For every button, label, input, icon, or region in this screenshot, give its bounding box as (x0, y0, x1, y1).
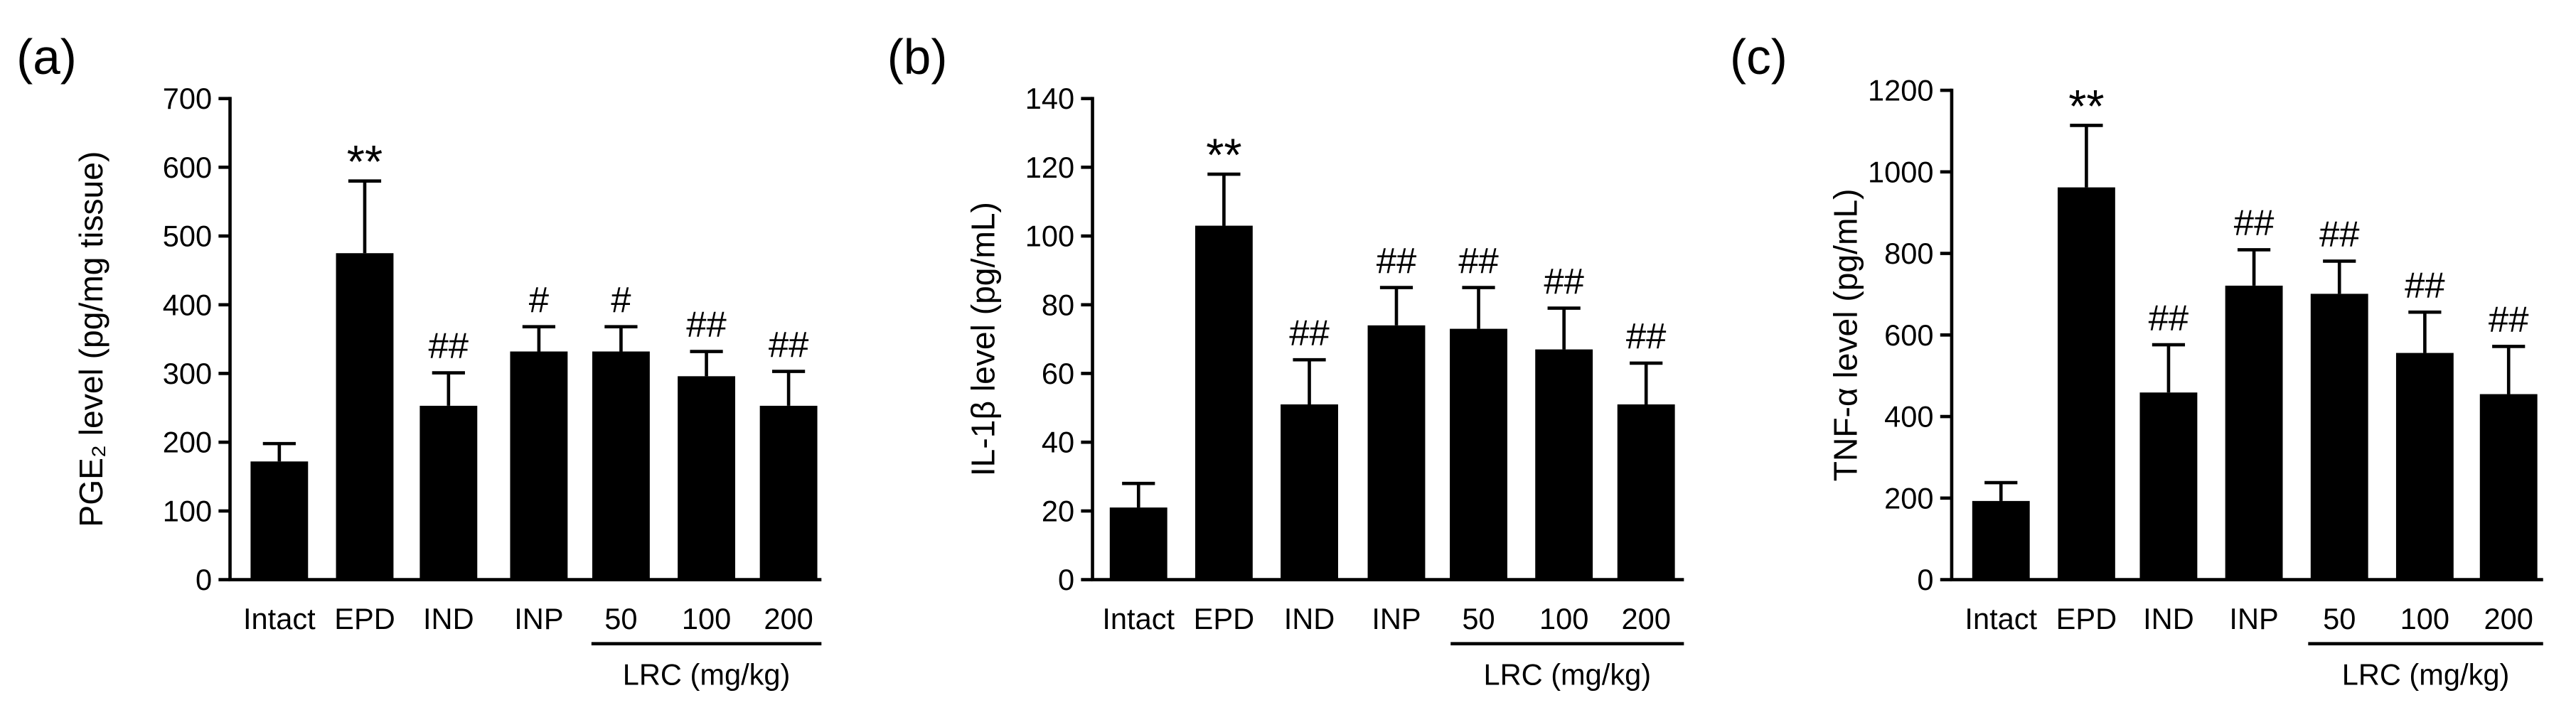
y-tick-label: 1200 (1868, 74, 1934, 107)
x-tick-label: 50 (604, 602, 637, 635)
significance-marker: ## (686, 304, 727, 345)
bar-50 (592, 351, 650, 580)
significance-marker: ## (1626, 316, 1667, 356)
bar-inp (510, 351, 568, 580)
x-tick-label: 200 (2484, 602, 2533, 635)
significance-marker: ## (1289, 312, 1330, 353)
y-tick-label: 60 (1042, 357, 1074, 390)
y-tick-label: 80 (1042, 288, 1074, 321)
bar-50 (1450, 328, 1507, 580)
significance-marker: ## (2149, 297, 2189, 338)
y-tick-label: 100 (1025, 220, 1074, 253)
bar-200 (1617, 404, 1675, 580)
y-axis-label: IL-1β level (pg/mL) (965, 202, 1002, 476)
bar-100 (1535, 349, 1593, 580)
panel-label: (b) (887, 29, 948, 85)
bar-inp (1367, 325, 1426, 580)
significance-marker: ** (1206, 129, 1241, 181)
significance-marker: # (529, 279, 550, 320)
bar-epd (2057, 187, 2115, 580)
x-tick-label: Intact (1102, 602, 1175, 635)
x-tick-label: IND (423, 602, 474, 635)
x-tick-label: INP (2229, 602, 2278, 635)
significance-marker: ** (2068, 80, 2104, 132)
significance-marker: ## (2489, 299, 2529, 340)
bar-200 (759, 405, 818, 580)
bar-ind (1281, 404, 1338, 580)
bar-inp (2225, 285, 2283, 580)
bar-ind (2139, 392, 2198, 580)
y-tick-label: 20 (1042, 494, 1074, 527)
x-tick-label: 100 (1539, 602, 1588, 635)
significance-marker: # (611, 279, 631, 320)
x-tick-label: Intact (1965, 602, 2037, 635)
y-tick-label: 800 (1884, 237, 1933, 270)
bar-50 (2310, 294, 2368, 580)
x-tick-label: EPD (334, 602, 395, 635)
y-axis-label: PGE₂ level (pg/mg tissue) (73, 151, 109, 527)
x-tick-label: EPD (1194, 602, 1255, 635)
y-tick-label: 400 (1884, 400, 1933, 434)
significance-marker: ## (769, 324, 809, 365)
significance-marker: ** (347, 136, 383, 188)
x-tick-label: 50 (2323, 602, 2356, 635)
significance-marker: ## (1458, 240, 1499, 281)
y-tick-label: 0 (196, 563, 212, 596)
y-tick-label: 500 (163, 220, 212, 253)
bar-intact (250, 461, 309, 580)
significance-marker: ## (1544, 261, 1584, 301)
y-tick-label: 120 (1025, 151, 1074, 184)
significance-marker: ## (2234, 203, 2275, 243)
x-tick-label: EPD (2056, 602, 2117, 635)
y-tick-label: 40 (1042, 426, 1074, 459)
x-tick-label: 200 (764, 602, 813, 635)
significance-marker: ## (1377, 240, 1417, 281)
y-tick-label: 0 (1058, 563, 1074, 596)
x-tick-label: INP (1372, 602, 1421, 635)
x-tick-label: Intact (243, 602, 316, 635)
y-tick-label: 140 (1025, 82, 1074, 115)
bar-epd (336, 253, 394, 580)
y-tick-label: 1000 (1868, 155, 1934, 188)
group-label: LRC (mg/kg) (623, 657, 791, 691)
x-tick-label: 100 (682, 602, 731, 635)
bar-intact (1972, 500, 2030, 580)
bar-200 (2479, 394, 2538, 580)
significance-marker: ## (429, 326, 469, 366)
significance-marker: ## (2405, 264, 2445, 305)
bar-100 (678, 376, 736, 580)
y-axis-label: TNF-α level (pg/mL) (1827, 188, 1864, 481)
panel-c: (c) TNF-α level (pg/mL) 0 200 400 600 800 1000 1… (1730, 29, 2543, 691)
panel-label: (a) (16, 29, 77, 85)
bar-epd (1195, 225, 1253, 580)
panel-b: (b) IL-1β level (pg/mL) 0 20 40 60 80 100 120 140… (887, 29, 1684, 691)
x-tick-label: IND (1284, 602, 1335, 635)
x-tick-label: 100 (2400, 602, 2449, 635)
y-tick-label: 300 (163, 357, 212, 390)
group-label: LRC (mg/kg) (1483, 657, 1651, 691)
x-tick-label: 50 (1462, 602, 1495, 635)
y-tick-label: 200 (1884, 481, 1933, 515)
y-tick-label: 0 (1917, 563, 1933, 596)
bar-intact (1109, 507, 1167, 580)
group-label: LRC (mg/kg) (2342, 657, 2510, 691)
significance-marker: ## (2319, 214, 2360, 254)
y-tick-label: 700 (163, 82, 212, 115)
x-tick-label: 200 (1622, 602, 1671, 635)
bar-ind (419, 405, 478, 580)
x-tick-label: INP (514, 602, 563, 635)
y-tick-label: 400 (163, 288, 212, 321)
x-tick-label: IND (2143, 602, 2194, 635)
y-tick-label: 100 (163, 494, 212, 527)
y-tick-label: 600 (163, 151, 212, 184)
panel-label: (c) (1730, 29, 1787, 85)
panel-a: (a) PGE₂ level (pg/mg tissue) 0 100 200 300 40… (16, 29, 822, 691)
bar-100 (2395, 353, 2454, 580)
y-tick-label: 600 (1884, 318, 1933, 352)
y-tick-label: 200 (163, 426, 212, 459)
